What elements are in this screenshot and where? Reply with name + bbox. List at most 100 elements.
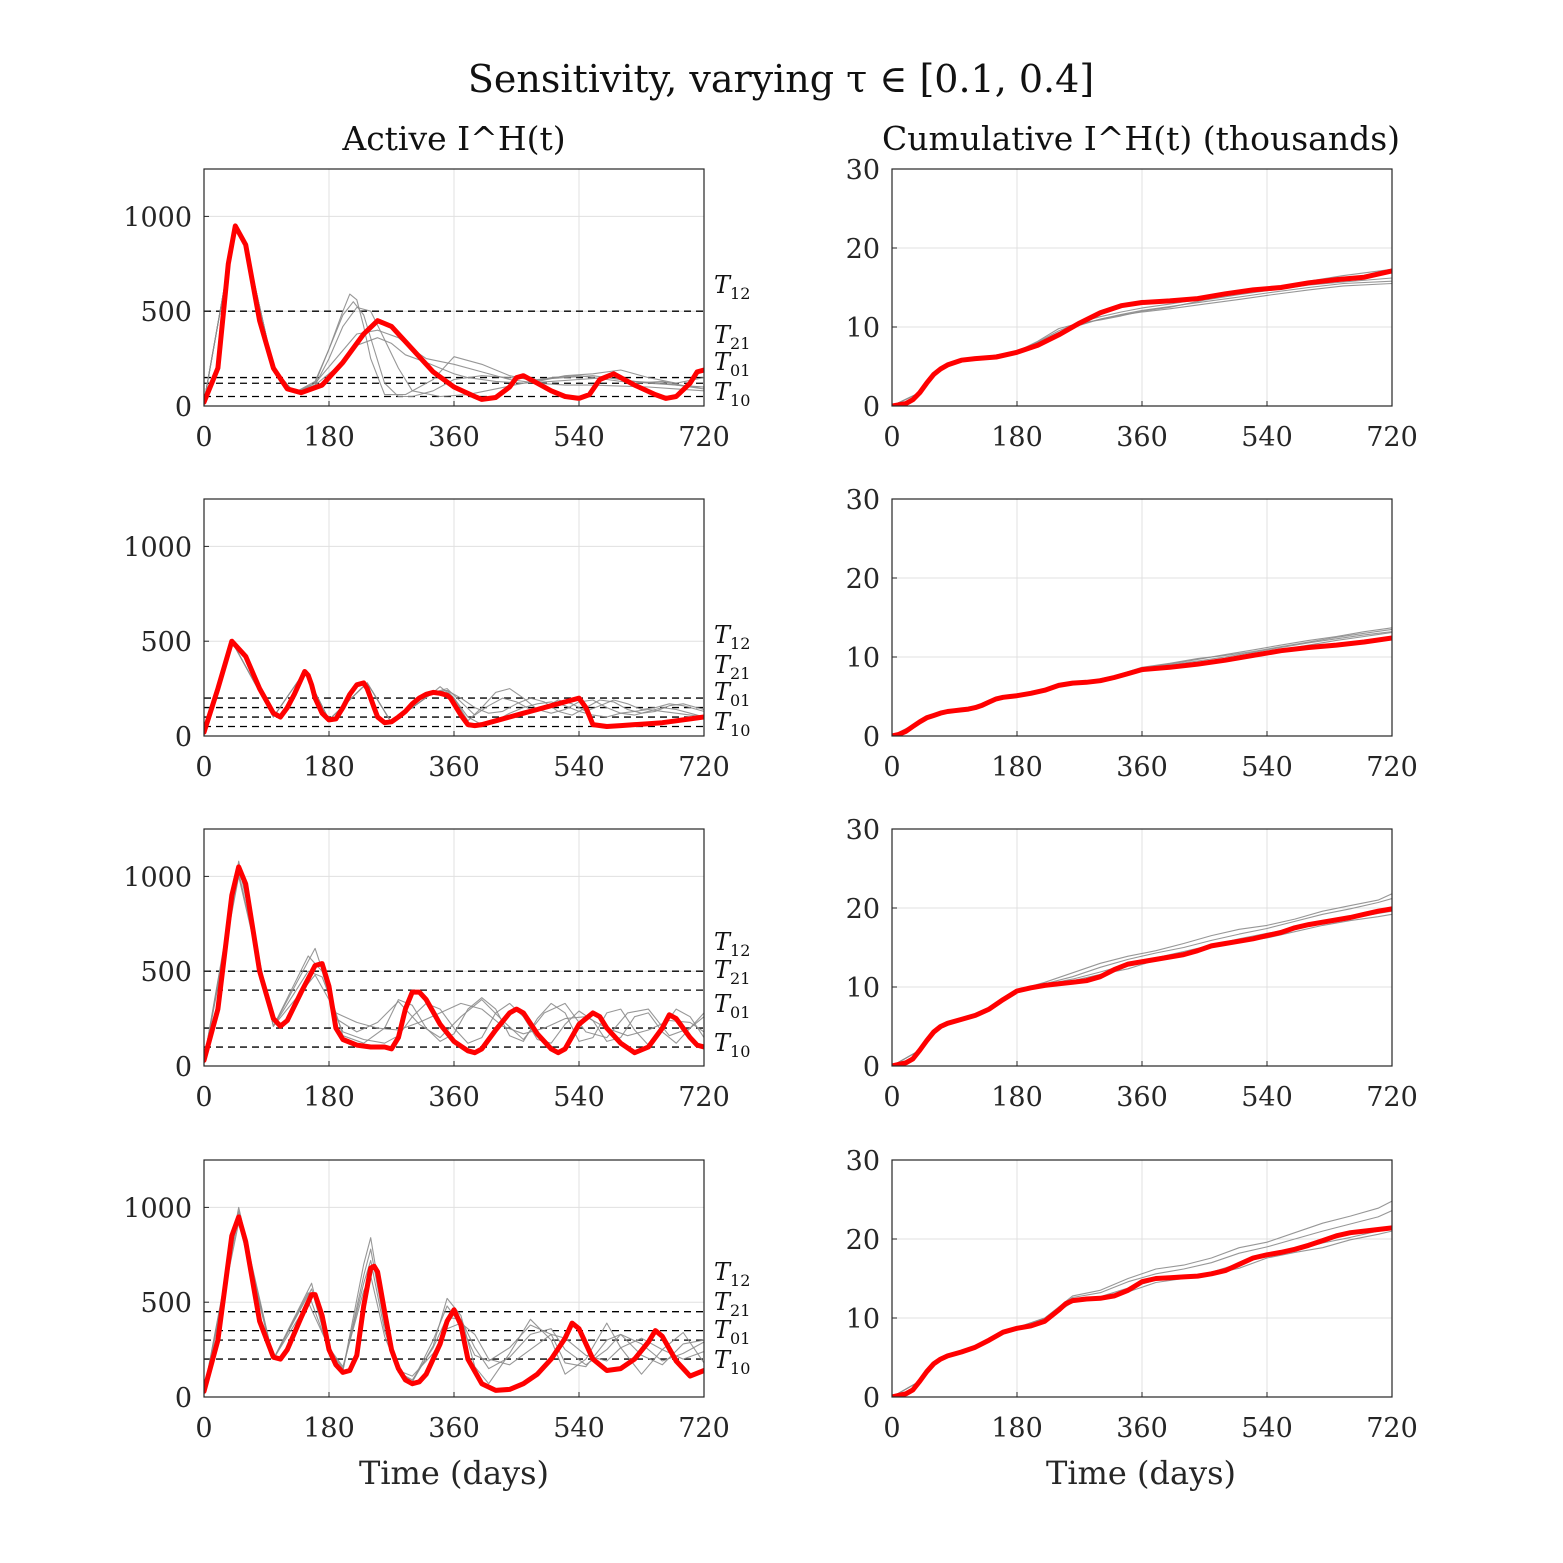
y-tick-label: 1000 [123, 202, 192, 233]
y-tick-label: 10 [846, 1304, 880, 1335]
main-series-line [892, 268, 1392, 406]
x-tick-label: 180 [303, 422, 355, 453]
x-tick-label: 720 [1366, 1413, 1418, 1444]
x-tick-label: 540 [1241, 422, 1293, 453]
threshold-label: T12 [714, 621, 750, 653]
panel-row4-cumulative: 0 180 360 540 720 0 10 20 30 [846, 1146, 1418, 1444]
ensemble-series-line [204, 875, 704, 1061]
plot-area [892, 268, 1392, 406]
x-tick-label: 360 [1116, 752, 1168, 783]
y-tick-label: 0 [175, 722, 192, 753]
main-series-line [204, 223, 704, 405]
x-tick-label: 180 [991, 1413, 1043, 1444]
y-tick-label: 10 [846, 973, 880, 1004]
x-tick-label: 540 [553, 1082, 605, 1113]
x-tick-label: 360 [428, 1082, 480, 1113]
threshold-label: T21 [714, 956, 750, 988]
y-tick-label: 500 [140, 297, 192, 328]
threshold-label: T12 [714, 271, 750, 303]
threshold-label: T10 [714, 378, 750, 410]
left-column-title: Active I^H(t) [341, 119, 565, 158]
x-tick-label: 360 [1116, 422, 1168, 453]
x-tick-label: 360 [1116, 1413, 1168, 1444]
panel-row2-cumulative: 0 180 360 540 720 0 10 20 30 [846, 485, 1418, 783]
threshold-label: T12 [714, 1258, 750, 1290]
x-tick-label: 0 [195, 422, 212, 453]
threshold-label: T21 [714, 651, 750, 683]
x-tick-label: 360 [428, 422, 480, 453]
threshold-label: T10 [714, 1029, 750, 1061]
panel-row1-cumulative: 0 180 360 540 720 0 10 20 30 [846, 155, 1418, 453]
y-tick-label: 20 [846, 564, 880, 595]
threshold-label: T10 [714, 1346, 750, 1378]
x-tick-label: 360 [428, 1413, 480, 1444]
x-tick-label: 0 [195, 752, 212, 783]
threshold-label: T01 [714, 348, 750, 380]
plot-area [892, 627, 1392, 736]
y-tick-label: 500 [140, 1288, 192, 1319]
threshold-label: T01 [714, 678, 750, 710]
threshold-label: T21 [714, 1288, 750, 1320]
main-series-line [204, 638, 704, 735]
x-tick-label: 360 [1116, 1082, 1168, 1113]
x-tick-label: 180 [303, 752, 355, 783]
x-tick-label: 540 [1241, 1082, 1293, 1113]
y-tick-label: 500 [140, 627, 192, 658]
x-tick-label: 720 [678, 1082, 730, 1113]
x-tick-label: 180 [991, 1082, 1043, 1113]
x-tick-label: 180 [303, 1413, 355, 1444]
x-tick-label: 0 [195, 1082, 212, 1113]
x-tick-label: 0 [883, 752, 900, 783]
x-tick-label: 0 [883, 1082, 900, 1113]
x-tick-label: 720 [1366, 1082, 1418, 1113]
y-tick-label: 0 [863, 1052, 880, 1083]
x-tick-label: 180 [991, 752, 1043, 783]
x-tick-label: 720 [678, 752, 730, 783]
y-tick-label: 0 [175, 1052, 192, 1083]
x-tick-label: 360 [428, 752, 480, 783]
threshold-label: T01 [714, 1316, 750, 1348]
y-tick-label: 0 [863, 392, 880, 423]
x-tick-label: 540 [553, 752, 605, 783]
x-axis-label-right: Time (days) [1046, 1454, 1236, 1492]
y-tick-label: 30 [846, 815, 880, 846]
plot-area [204, 1206, 704, 1394]
x-tick-label: 180 [991, 422, 1043, 453]
y-tick-label: 1000 [123, 862, 192, 893]
x-tick-label: 720 [678, 422, 730, 453]
x-tick-label: 720 [1366, 422, 1418, 453]
y-tick-label: 20 [846, 894, 880, 925]
main-series-line [204, 1214, 704, 1394]
y-tick-label: 0 [863, 722, 880, 753]
x-axis-label-left: Time (days) [359, 1454, 549, 1492]
y-tick-label: 30 [846, 485, 880, 516]
y-tick-label: 20 [846, 234, 880, 265]
plot-area [204, 860, 704, 1063]
ensemble-series-line [204, 864, 704, 1061]
threshold-label: T01 [714, 990, 750, 1022]
x-tick-label: 720 [1366, 752, 1418, 783]
main-series-line [892, 1225, 1392, 1397]
plot-area [204, 638, 704, 735]
threshold-label: T10 [714, 708, 750, 740]
threshold-label: T12 [714, 928, 750, 960]
y-tick-label: 30 [846, 155, 880, 186]
x-tick-label: 540 [553, 422, 605, 453]
main-series-line [204, 864, 704, 1063]
y-tick-label: 1000 [123, 532, 192, 563]
y-tick-label: 20 [846, 1225, 880, 1256]
plot-area [204, 223, 704, 405]
y-tick-label: 10 [846, 313, 880, 344]
plot-area [892, 1200, 1392, 1397]
x-tick-label: 540 [1241, 752, 1293, 783]
panel-row3-cumulative: 0 180 360 540 720 0 10 20 30 [846, 815, 1418, 1113]
ensemble-series-line [204, 640, 704, 733]
main-series-line [892, 635, 1392, 736]
y-tick-label: 0 [175, 1383, 192, 1414]
x-tick-label: 720 [678, 1413, 730, 1444]
